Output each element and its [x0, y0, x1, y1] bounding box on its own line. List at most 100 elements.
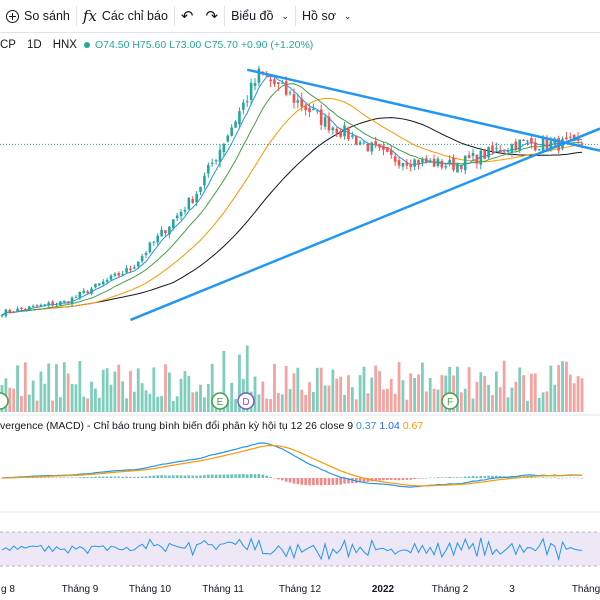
volume-bar [66, 373, 70, 412]
volume-bar [362, 366, 366, 412]
macd-histogram-bar [362, 478, 366, 483]
volume-bar [467, 367, 471, 412]
volume-bar [397, 362, 401, 412]
volume-bar [479, 372, 483, 412]
macd-histogram-bar [440, 477, 444, 478]
macd-histogram-bar [214, 474, 218, 478]
function-fx-icon: fx [82, 7, 97, 25]
candle-body [565, 137, 568, 140]
x-tick-label: 3 [509, 584, 515, 595]
candle-body [572, 135, 576, 138]
candle-body [113, 273, 117, 276]
volume-bar [343, 394, 346, 412]
volume-bar [101, 369, 105, 412]
candle-body [522, 139, 525, 141]
volume-bar [156, 396, 160, 412]
candle-body [164, 230, 167, 234]
undo-button[interactable]: ↶ [175, 0, 200, 33]
candle-body [304, 105, 307, 111]
macd-histogram-bar [444, 477, 448, 478]
macd-histogram-bar [549, 477, 553, 479]
rsi-line [1, 537, 583, 562]
toolbar-divider [75, 6, 77, 26]
macd-histogram-bar [242, 474, 245, 478]
volume-bar [179, 378, 183, 412]
macd-histogram-bar [491, 475, 494, 478]
candle-body [413, 159, 416, 167]
candle-body [86, 291, 89, 294]
volume-bar [409, 373, 413, 412]
volume-bar [31, 380, 35, 412]
macd-histogram-bar [144, 476, 148, 478]
macd-histogram-bar [495, 475, 498, 478]
volume-bar [440, 375, 444, 412]
macd-histogram-bar [62, 477, 66, 478]
redo-icon: ↷ [205, 8, 219, 25]
volume-bar [82, 396, 86, 412]
time-axis[interactable]: g 8 Tháng 9 Tháng 10 Tháng 11 Tháng 12 2… [0, 580, 600, 600]
indicators-button[interactable]: fx Các chỉ báo [77, 0, 174, 33]
chart-type-button[interactable]: Biểu đồ ⌄ [225, 0, 295, 33]
candle-body [331, 127, 335, 131]
volume-bar [284, 365, 288, 412]
macd-histogram-bar [292, 478, 296, 484]
redo-button[interactable]: ↷ [199, 0, 224, 33]
symbol-name[interactable]: CP [0, 39, 16, 51]
candle-body [569, 136, 572, 138]
volume-bar [70, 384, 74, 412]
candle-body [226, 135, 230, 142]
macd-histogram-bar [339, 478, 342, 485]
candle-body [491, 145, 494, 152]
volume-bar [144, 390, 148, 412]
macd-histogram-bar [530, 476, 533, 478]
volume-bar [382, 389, 385, 412]
candle-body [323, 116, 327, 127]
macd-histogram-bar [168, 475, 171, 478]
volume-bar [456, 366, 459, 412]
volume-bar [129, 370, 132, 412]
macd-histogram-bar [351, 478, 354, 484]
volume-bar [323, 385, 327, 412]
candle-body [510, 144, 514, 153]
event-marker-label: F [447, 397, 453, 408]
profile-button[interactable]: Hồ sơ ⌄ [296, 0, 357, 33]
x-tick-label: Tháng 10 [128, 584, 172, 595]
macd-histogram-bar [55, 477, 58, 479]
macd-histogram-bar [121, 476, 124, 478]
candle-body [452, 157, 455, 171]
macd-histogram-bar [413, 478, 416, 479]
volume-bar [210, 363, 214, 412]
candle-body [308, 107, 311, 113]
volume-bar [366, 393, 370, 412]
candle-body [43, 304, 47, 306]
candle-body [358, 142, 362, 145]
volume-bar [385, 388, 389, 412]
event-marker [237, 392, 255, 410]
volume-bar [413, 377, 417, 412]
volume-bar [160, 396, 163, 412]
candle-body [125, 268, 128, 273]
volume-bar [94, 388, 97, 412]
compare-button[interactable]: So sánh [0, 0, 76, 33]
macd-histogram-bar [541, 477, 545, 478]
macd-histogram-bar [319, 478, 323, 486]
volume-bar [109, 384, 113, 412]
x-tick-label: g 8 [1, 584, 15, 595]
volume-bar [526, 400, 529, 412]
interval[interactable]: 1D [26, 39, 42, 51]
volume-bar [43, 383, 47, 412]
volume-bar [565, 361, 568, 412]
volume-bar [370, 377, 374, 412]
macd-histogram-bar [261, 474, 265, 478]
volume-bar [288, 389, 292, 412]
macd-histogram-bar [374, 478, 377, 481]
macd-histogram-bar [533, 477, 537, 478]
candle-body [148, 242, 152, 253]
volume-bar [319, 367, 323, 412]
macd-title-text: vergence (MACD) - Chỉ báo trung bình biế… [0, 420, 354, 432]
candle-body [471, 152, 475, 156]
candle-body [343, 125, 346, 137]
volume-bar [502, 360, 506, 412]
candle-body [222, 144, 226, 153]
